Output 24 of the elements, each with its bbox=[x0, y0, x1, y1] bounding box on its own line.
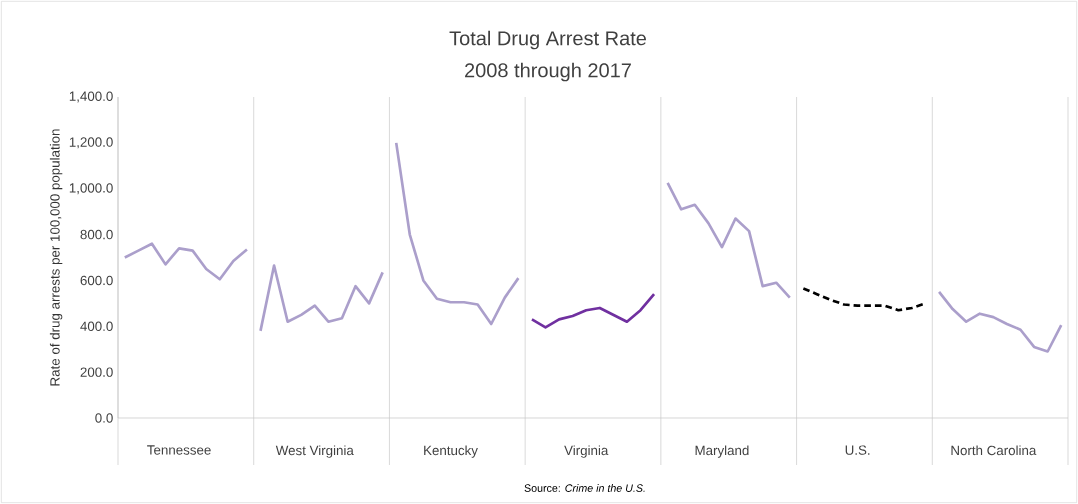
x-tick-label: U.S. bbox=[845, 445, 870, 455]
chart-subtitle: 2008 through 2017 bbox=[465, 62, 631, 82]
y-tick-label: 400.0 bbox=[80, 321, 113, 331]
x-tick-label: Kentucky bbox=[424, 445, 478, 458]
line-series bbox=[259, 264, 384, 333]
y-tick-label: 200.0 bbox=[80, 367, 113, 377]
source-note: Source: Crime in the U.S. bbox=[524, 484, 645, 492]
y-tick-label: 0.0 bbox=[95, 413, 113, 423]
y-tick-label: 1,200.0 bbox=[69, 137, 113, 149]
chart-title: Total Drug Arrest Rate bbox=[449, 30, 647, 50]
line-series bbox=[666, 181, 792, 299]
x-tick-label: Virginia bbox=[564, 445, 609, 458]
y-axis-title: Rate of drug arrests per 100,000 population bbox=[49, 129, 63, 386]
y-tick-label: 600.0 bbox=[80, 275, 113, 286]
y-tick-label: 800.0 bbox=[80, 229, 113, 240]
line-series bbox=[937, 290, 1063, 353]
y-tick-label: 1,000.0 bbox=[69, 183, 113, 195]
line-series bbox=[123, 242, 249, 281]
x-tick-label: North Carolina bbox=[951, 445, 1037, 456]
x-tick-label: Tennessee bbox=[147, 445, 211, 455]
line-series bbox=[394, 141, 520, 326]
x-tick-label: West Virginia bbox=[275, 445, 354, 458]
x-tick-label: Maryland bbox=[695, 445, 749, 458]
y-tick-label: 1,400.0 bbox=[69, 91, 113, 103]
